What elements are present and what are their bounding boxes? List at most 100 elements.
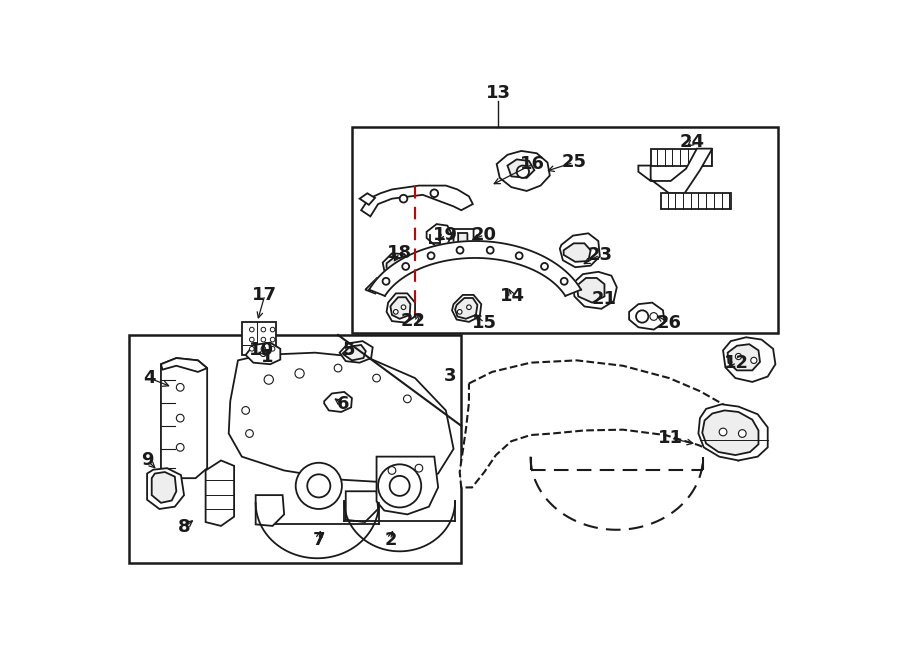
Circle shape — [270, 346, 274, 351]
Circle shape — [400, 195, 408, 202]
Text: 2: 2 — [384, 531, 397, 549]
Circle shape — [176, 414, 184, 422]
Polygon shape — [147, 468, 184, 509]
Text: 25: 25 — [562, 153, 586, 171]
Polygon shape — [702, 410, 759, 455]
Circle shape — [402, 263, 410, 270]
Circle shape — [373, 374, 381, 382]
Text: 19: 19 — [434, 226, 458, 244]
Polygon shape — [427, 224, 452, 246]
Polygon shape — [376, 457, 438, 514]
Circle shape — [457, 309, 462, 314]
Polygon shape — [161, 358, 207, 372]
Polygon shape — [452, 295, 482, 322]
Polygon shape — [387, 293, 415, 323]
Circle shape — [307, 475, 330, 498]
Text: 3: 3 — [444, 367, 456, 385]
Circle shape — [487, 247, 494, 254]
Text: 4: 4 — [143, 369, 156, 387]
Polygon shape — [205, 461, 234, 526]
Circle shape — [334, 364, 342, 372]
Polygon shape — [460, 360, 746, 487]
Text: 26: 26 — [657, 313, 681, 332]
Circle shape — [176, 444, 184, 451]
Polygon shape — [361, 186, 472, 216]
Circle shape — [249, 337, 254, 342]
Text: 12: 12 — [724, 354, 750, 371]
Circle shape — [456, 247, 464, 254]
Polygon shape — [391, 297, 410, 319]
Polygon shape — [152, 472, 176, 503]
Text: 13: 13 — [486, 84, 510, 102]
Polygon shape — [346, 491, 378, 522]
Polygon shape — [242, 322, 276, 355]
Text: 6: 6 — [337, 395, 349, 413]
Circle shape — [249, 346, 254, 351]
Circle shape — [541, 263, 548, 270]
Polygon shape — [638, 149, 712, 193]
Circle shape — [430, 190, 438, 197]
Circle shape — [176, 383, 184, 391]
Bar — [129, 335, 461, 563]
Circle shape — [428, 253, 435, 259]
Polygon shape — [563, 243, 590, 262]
Polygon shape — [629, 303, 664, 330]
Text: 23: 23 — [588, 246, 612, 264]
Circle shape — [735, 354, 742, 360]
Polygon shape — [508, 159, 535, 178]
Circle shape — [296, 463, 342, 509]
Polygon shape — [573, 272, 616, 309]
Polygon shape — [497, 151, 550, 191]
Polygon shape — [560, 233, 599, 267]
Polygon shape — [454, 229, 473, 255]
Polygon shape — [360, 193, 375, 205]
Text: 1: 1 — [261, 348, 274, 366]
Circle shape — [260, 350, 266, 356]
Polygon shape — [369, 241, 581, 296]
Polygon shape — [723, 337, 776, 382]
Circle shape — [378, 464, 421, 508]
Bar — [651, 149, 712, 165]
Polygon shape — [324, 392, 352, 412]
Circle shape — [393, 309, 398, 314]
Polygon shape — [256, 495, 284, 526]
Circle shape — [388, 467, 396, 475]
Circle shape — [270, 327, 274, 332]
Circle shape — [382, 278, 390, 285]
Polygon shape — [229, 353, 454, 484]
Circle shape — [636, 310, 648, 323]
Polygon shape — [339, 341, 373, 363]
Polygon shape — [161, 358, 207, 478]
Circle shape — [249, 327, 254, 332]
Circle shape — [403, 395, 411, 403]
Polygon shape — [728, 344, 760, 370]
Text: 7: 7 — [312, 531, 325, 549]
Circle shape — [516, 253, 523, 259]
Text: 10: 10 — [248, 341, 274, 360]
Circle shape — [650, 313, 658, 321]
Circle shape — [242, 407, 249, 414]
Circle shape — [261, 327, 266, 332]
Polygon shape — [343, 345, 365, 360]
Polygon shape — [455, 298, 477, 319]
Text: 18: 18 — [387, 245, 412, 262]
Text: 17: 17 — [252, 286, 277, 304]
Text: 11: 11 — [658, 429, 683, 447]
Text: 21: 21 — [592, 290, 617, 308]
Polygon shape — [577, 278, 605, 303]
Circle shape — [517, 165, 529, 178]
Circle shape — [270, 337, 274, 342]
Circle shape — [401, 305, 406, 309]
Text: 20: 20 — [472, 226, 497, 244]
Circle shape — [264, 375, 274, 384]
Circle shape — [261, 337, 266, 342]
Circle shape — [415, 464, 423, 472]
Text: 16: 16 — [520, 155, 545, 173]
Text: 5: 5 — [343, 341, 356, 360]
Circle shape — [390, 476, 410, 496]
Polygon shape — [698, 405, 768, 461]
Polygon shape — [458, 233, 467, 252]
Circle shape — [751, 358, 757, 364]
Text: 9: 9 — [140, 451, 153, 469]
Text: 14: 14 — [500, 288, 525, 305]
